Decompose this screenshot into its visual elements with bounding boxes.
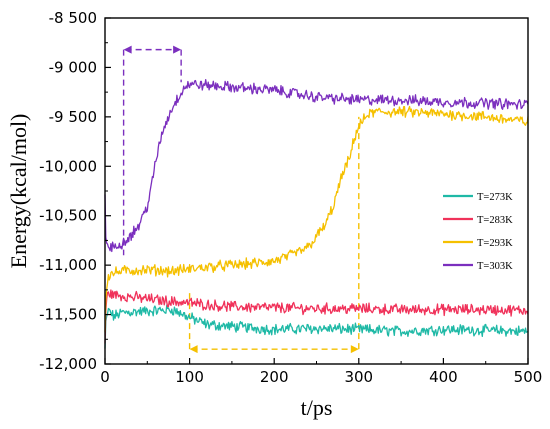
y-axis-title: Energy(kcal/mol): [6, 114, 31, 269]
x-axis: 0 100 200 300 400 500: [100, 358, 542, 386]
series-line-T-273K: [104, 304, 529, 349]
y-tick-label: -8 500: [49, 9, 97, 27]
y-tick-label: -10,500: [39, 207, 97, 225]
y-axis: -12,000 -11,500 -11,000 -10,500 -10,000 -9 50…: [39, 9, 111, 373]
x-axis-title: t/ps: [301, 395, 333, 420]
x-tick-label: 400: [429, 368, 458, 386]
y-tick-label: -11,000: [39, 256, 97, 274]
series-line-T-293K: [104, 105, 529, 333]
x-tick-label: 500: [514, 368, 543, 386]
annotation-arrow-left: [123, 45, 132, 54]
legend-label-T-283K: T=283K: [477, 215, 513, 226]
x-tick-label: 0: [100, 368, 110, 386]
series-line-T-303K: [104, 79, 529, 253]
y-tick-label: -10,000: [39, 157, 97, 175]
annotation-arrow-right: [350, 345, 359, 354]
y-tick-label: -9 500: [49, 108, 97, 126]
y-tick-label: -9 000: [49, 58, 97, 76]
series-line-T-283K: [104, 289, 529, 344]
x-tick-label: 100: [175, 368, 204, 386]
legend-label-T-273K: T=273K: [477, 192, 513, 203]
y-tick-label: -11,500: [39, 306, 97, 324]
series-layer: [104, 79, 529, 349]
legend-label-T-303K: T=303K: [477, 261, 513, 272]
x-tick-label: 300: [344, 368, 373, 386]
legend: T=273K T=283K T=293K T=303K: [443, 192, 513, 272]
x-tick-label: 200: [260, 368, 289, 386]
annotation-layer: [122, 45, 360, 354]
annotation-arrow-left: [189, 345, 198, 354]
legend-label-T-293K: T=293K: [477, 238, 513, 249]
y-tick-label: -12,000: [39, 355, 97, 373]
annotation-arrow-right: [173, 45, 182, 54]
